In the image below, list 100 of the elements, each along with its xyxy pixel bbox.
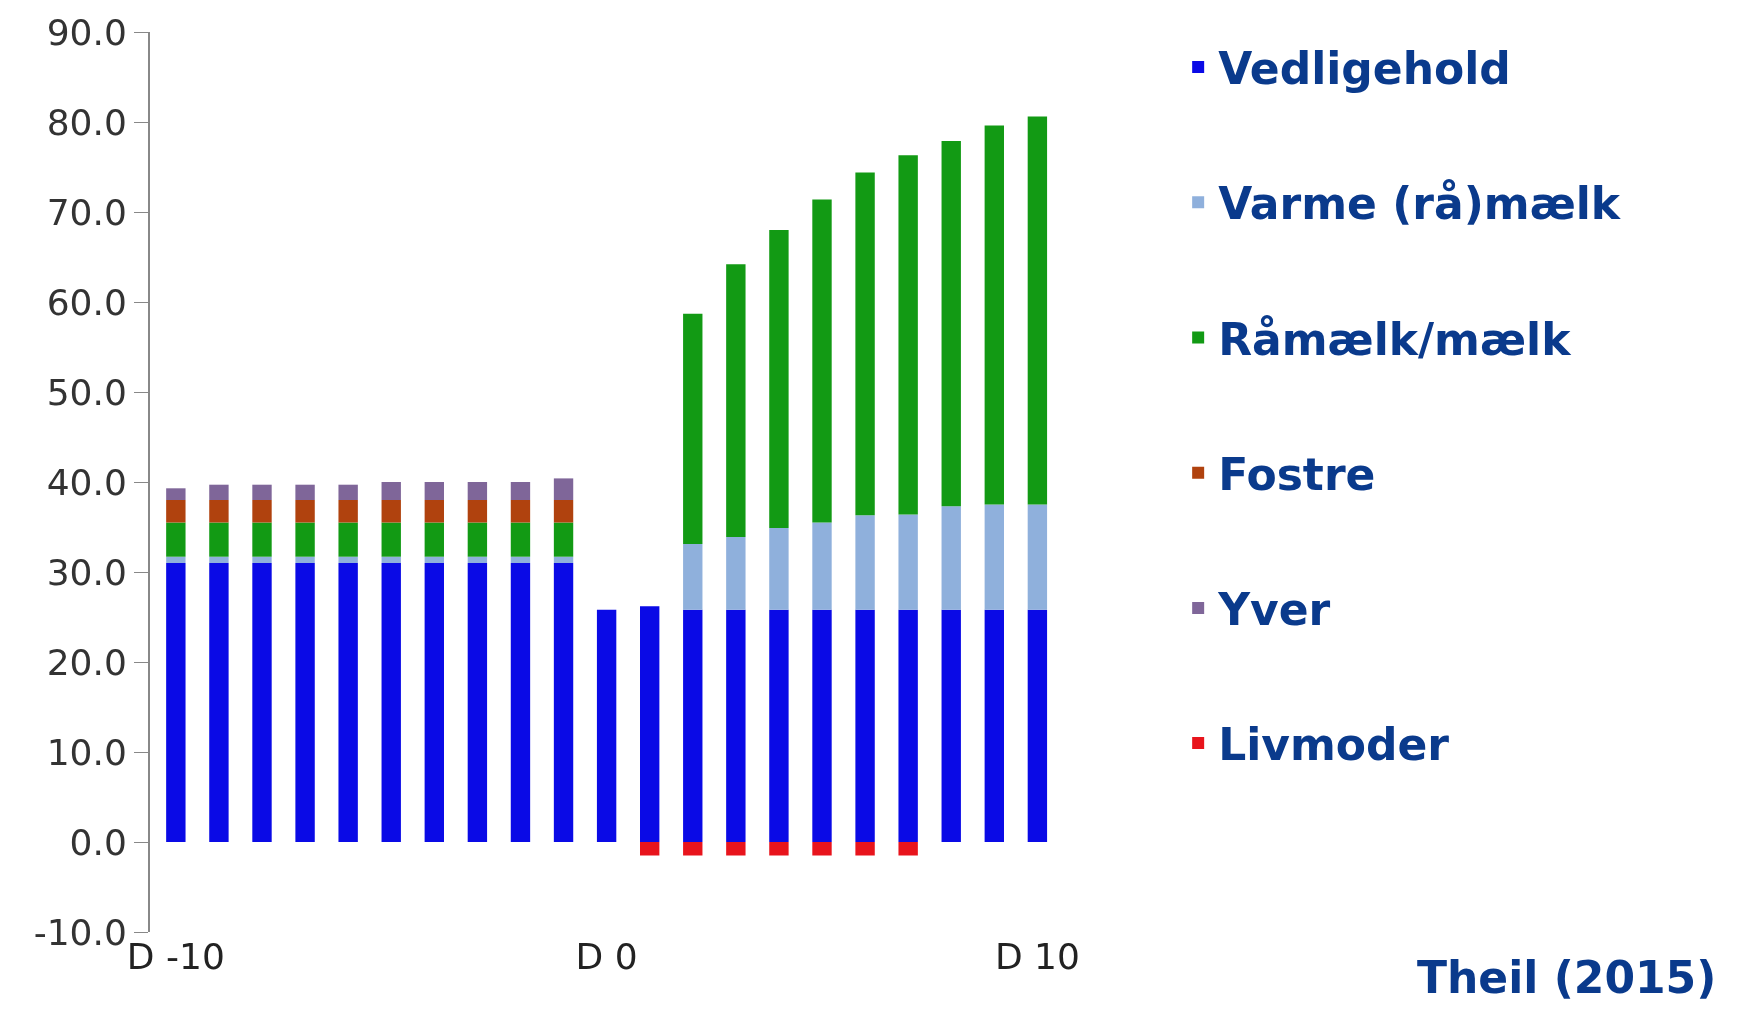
- bar: [381, 500, 401, 523]
- legend-label: Livmoder: [1218, 719, 1450, 771]
- bar: [338, 563, 358, 842]
- bar: [338, 500, 358, 523]
- bar: [510, 522, 531, 557]
- bar: [252, 522, 272, 557]
- bar: [553, 563, 574, 842]
- bar: [898, 609, 918, 842]
- bar: [467, 522, 488, 557]
- bar: [812, 522, 832, 610]
- bar: [726, 264, 746, 537]
- bar: [252, 484, 272, 500]
- y-tick-label: 50.0: [46, 371, 127, 413]
- y-tick-label: 30.0: [46, 551, 127, 593]
- y-tick-label: -10.0: [33, 911, 127, 953]
- bar: [855, 842, 875, 856]
- bar: [812, 199, 832, 523]
- x-tick-label: D -10: [126, 936, 225, 977]
- bar: [166, 522, 186, 557]
- bar: [769, 842, 789, 856]
- bar: [381, 522, 401, 557]
- bar: [898, 155, 918, 515]
- bar: [553, 556, 574, 563]
- y-tick-label: 40.0: [46, 461, 127, 503]
- text: Theil (2015): [1417, 952, 1717, 1003]
- bar: [769, 609, 789, 842]
- bar: [726, 609, 746, 842]
- bar: [166, 556, 186, 563]
- bar: [424, 482, 444, 500]
- bar: [381, 556, 401, 563]
- legend-label: Råmælk/mælk: [1218, 313, 1573, 365]
- bar: [166, 488, 186, 500]
- legend-label: Vedligehold: [1218, 43, 1511, 95]
- bar: [1027, 609, 1048, 842]
- bar: [338, 556, 358, 563]
- bar: [726, 842, 746, 856]
- bar: [467, 563, 488, 842]
- legend-label: Varme (rå)mælk: [1218, 178, 1622, 230]
- bar: [984, 125, 1004, 505]
- bar: [381, 563, 401, 842]
- legend-label: Yver: [1217, 584, 1331, 636]
- bar: [252, 563, 272, 842]
- bar: [553, 500, 574, 523]
- bar: [683, 313, 703, 545]
- bar: [855, 172, 875, 516]
- y-tick-label: 0.0: [69, 821, 127, 863]
- bar: [295, 563, 315, 842]
- bar: [510, 500, 531, 523]
- bar: [683, 544, 703, 610]
- bar: [769, 527, 789, 610]
- bar: [424, 563, 444, 842]
- bar: [467, 556, 488, 563]
- bar: [898, 842, 918, 856]
- bar: [209, 484, 229, 500]
- bar: [812, 609, 832, 842]
- bar: [338, 522, 358, 557]
- bar: [209, 563, 229, 842]
- bar: [209, 500, 229, 523]
- bar: [295, 484, 315, 500]
- bar: [596, 609, 617, 842]
- bar: [1027, 116, 1048, 505]
- bar: [812, 842, 832, 856]
- bar: [553, 522, 574, 557]
- y-tick-label: 80.0: [46, 101, 127, 143]
- bar: [941, 506, 961, 610]
- bar: [252, 500, 272, 523]
- bar: [209, 522, 229, 557]
- bar: [640, 606, 660, 842]
- bar: [295, 500, 315, 523]
- bar: [252, 556, 272, 563]
- bar: [166, 500, 186, 523]
- bar: [984, 504, 1004, 610]
- y-tick-label: 60.0: [46, 281, 127, 323]
- bar: [640, 842, 660, 856]
- bar: [941, 140, 961, 507]
- bar: [1027, 504, 1048, 610]
- bar: [769, 230, 789, 528]
- y-tick-label: 70.0: [46, 191, 127, 233]
- bar: [855, 609, 875, 842]
- bar: [510, 556, 531, 563]
- x-tick-label: D 10: [994, 936, 1080, 977]
- y-tick-label: 20.0: [46, 641, 127, 683]
- bar: [898, 514, 918, 610]
- bar: [424, 522, 444, 557]
- bar: [510, 563, 531, 842]
- bar: [553, 478, 574, 500]
- y-tick-label: 90.0: [46, 11, 127, 53]
- bar: [984, 609, 1004, 842]
- bar: [166, 563, 186, 842]
- bar: [855, 515, 875, 610]
- bar: [424, 556, 444, 563]
- bar: [510, 482, 531, 500]
- bar: [424, 500, 444, 523]
- bar: [209, 556, 229, 563]
- bar: [467, 500, 488, 523]
- bar: [683, 609, 703, 842]
- bar: [683, 842, 703, 856]
- bar: [381, 482, 401, 500]
- bar: [726, 536, 746, 610]
- bar: [295, 522, 315, 557]
